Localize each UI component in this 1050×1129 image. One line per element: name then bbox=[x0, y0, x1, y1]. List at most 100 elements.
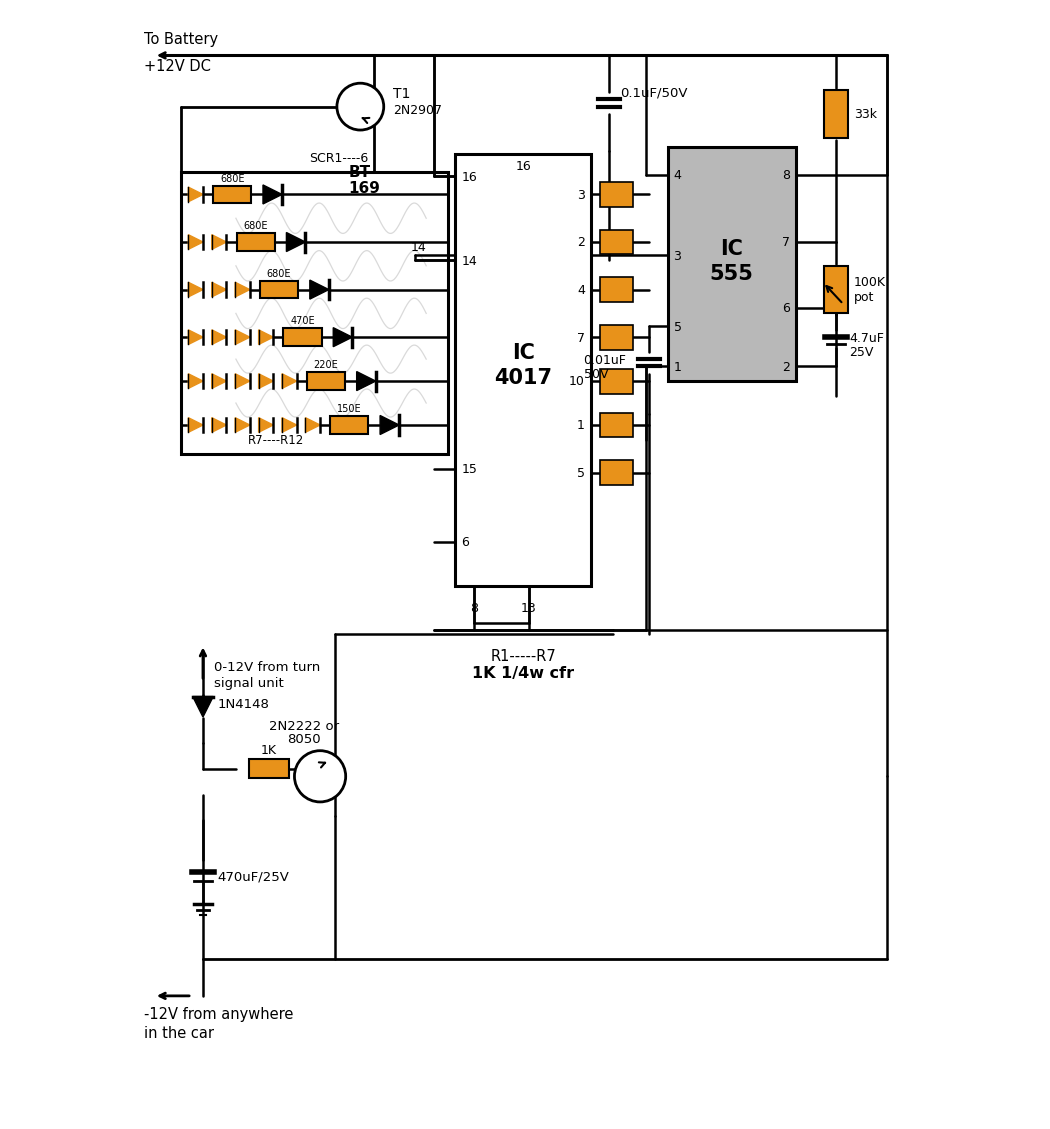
Bar bbox=[601, 325, 632, 350]
Text: 220E: 220E bbox=[314, 360, 338, 370]
Text: T1: T1 bbox=[394, 87, 411, 102]
Bar bbox=[601, 461, 632, 485]
Polygon shape bbox=[188, 283, 203, 298]
Bar bbox=[307, 373, 345, 391]
Bar bbox=[668, 148, 796, 382]
Text: 2N2222 or: 2N2222 or bbox=[269, 719, 339, 733]
Bar bbox=[331, 417, 369, 435]
Text: 680E: 680E bbox=[267, 269, 291, 279]
Text: 470E: 470E bbox=[290, 316, 315, 326]
Polygon shape bbox=[287, 234, 306, 252]
Text: 50V: 50V bbox=[584, 368, 608, 380]
Polygon shape bbox=[188, 375, 203, 390]
Bar bbox=[284, 329, 321, 347]
Text: 680E: 680E bbox=[244, 221, 268, 231]
Text: R7----R12: R7----R12 bbox=[248, 434, 304, 447]
Bar bbox=[601, 183, 632, 208]
Circle shape bbox=[294, 751, 345, 803]
Text: 6: 6 bbox=[782, 303, 790, 315]
Text: 4: 4 bbox=[578, 283, 585, 297]
Text: 16: 16 bbox=[516, 159, 531, 173]
Text: 8050: 8050 bbox=[287, 733, 321, 746]
Text: 14: 14 bbox=[461, 254, 477, 268]
Bar bbox=[236, 234, 275, 252]
Text: To Battery: To Battery bbox=[145, 33, 218, 47]
Text: 25V: 25V bbox=[849, 345, 874, 359]
Polygon shape bbox=[235, 418, 250, 432]
Text: 1: 1 bbox=[673, 360, 681, 374]
Polygon shape bbox=[258, 418, 273, 432]
Bar bbox=[181, 173, 448, 455]
Text: 8: 8 bbox=[782, 169, 790, 182]
Text: 100K
pot: 100K pot bbox=[854, 277, 885, 304]
Text: -12V from anywhere: -12V from anywhere bbox=[145, 1006, 294, 1022]
Text: 7: 7 bbox=[782, 236, 790, 250]
Text: 5: 5 bbox=[578, 466, 585, 480]
Text: 6: 6 bbox=[461, 536, 469, 549]
Text: R1-----R7: R1-----R7 bbox=[490, 648, 556, 664]
Text: signal unit: signal unit bbox=[214, 676, 284, 690]
Polygon shape bbox=[235, 283, 250, 298]
Polygon shape bbox=[333, 329, 352, 348]
Bar bbox=[260, 281, 298, 299]
Text: SCR1----6: SCR1----6 bbox=[309, 152, 369, 165]
Text: 470uF/25V: 470uF/25V bbox=[217, 870, 290, 883]
Text: 5: 5 bbox=[673, 321, 681, 333]
Text: 2N2907: 2N2907 bbox=[394, 104, 442, 116]
Text: 150E: 150E bbox=[337, 404, 361, 414]
Text: BT: BT bbox=[349, 165, 371, 180]
Polygon shape bbox=[212, 331, 227, 345]
Text: 1: 1 bbox=[578, 419, 585, 432]
Text: 169: 169 bbox=[349, 181, 380, 195]
Polygon shape bbox=[188, 331, 203, 345]
Polygon shape bbox=[212, 283, 227, 298]
Polygon shape bbox=[258, 375, 273, 390]
Bar bbox=[601, 278, 632, 303]
Polygon shape bbox=[188, 418, 203, 432]
Bar bbox=[824, 91, 847, 139]
Polygon shape bbox=[212, 375, 227, 390]
Text: 0.01uF: 0.01uF bbox=[584, 353, 627, 366]
Text: 3: 3 bbox=[578, 189, 585, 202]
Text: 15: 15 bbox=[461, 463, 477, 476]
Text: 8: 8 bbox=[469, 601, 478, 614]
Circle shape bbox=[337, 84, 383, 131]
Text: 13: 13 bbox=[521, 601, 537, 614]
Polygon shape bbox=[258, 331, 273, 345]
Text: 16: 16 bbox=[461, 170, 477, 183]
Text: 1N4148: 1N4148 bbox=[217, 697, 270, 710]
Text: 555: 555 bbox=[710, 263, 754, 283]
Polygon shape bbox=[380, 417, 399, 435]
Text: 0.1uF/50V: 0.1uF/50V bbox=[621, 86, 688, 99]
Polygon shape bbox=[282, 418, 297, 432]
Text: IC: IC bbox=[511, 342, 534, 362]
Text: 7: 7 bbox=[578, 331, 585, 344]
Bar bbox=[601, 230, 632, 255]
Text: jagatirinnova: jagatirinnova bbox=[490, 294, 508, 411]
Text: 14: 14 bbox=[411, 240, 426, 254]
Text: 10: 10 bbox=[569, 375, 585, 388]
Polygon shape bbox=[357, 373, 376, 391]
Bar bbox=[601, 369, 632, 394]
Text: 0-12V from turn: 0-12V from turn bbox=[214, 660, 320, 673]
Polygon shape bbox=[212, 418, 227, 432]
Polygon shape bbox=[235, 375, 250, 390]
Polygon shape bbox=[262, 185, 282, 204]
Text: 4017: 4017 bbox=[495, 368, 552, 388]
Text: 1K 1/4w cfr: 1K 1/4w cfr bbox=[472, 665, 574, 681]
Text: 4.7uF: 4.7uF bbox=[849, 331, 884, 344]
Polygon shape bbox=[212, 236, 227, 250]
Text: 2: 2 bbox=[578, 236, 585, 250]
Text: IC: IC bbox=[720, 238, 743, 259]
Polygon shape bbox=[282, 375, 297, 390]
Bar bbox=[601, 413, 632, 438]
Text: in the car: in the car bbox=[145, 1025, 214, 1040]
Bar bbox=[824, 266, 847, 314]
Polygon shape bbox=[188, 236, 203, 250]
Bar bbox=[249, 760, 289, 779]
Polygon shape bbox=[310, 281, 329, 300]
Polygon shape bbox=[188, 187, 203, 202]
Polygon shape bbox=[306, 418, 320, 432]
Bar bbox=[456, 155, 591, 586]
Text: 33k: 33k bbox=[854, 108, 877, 121]
